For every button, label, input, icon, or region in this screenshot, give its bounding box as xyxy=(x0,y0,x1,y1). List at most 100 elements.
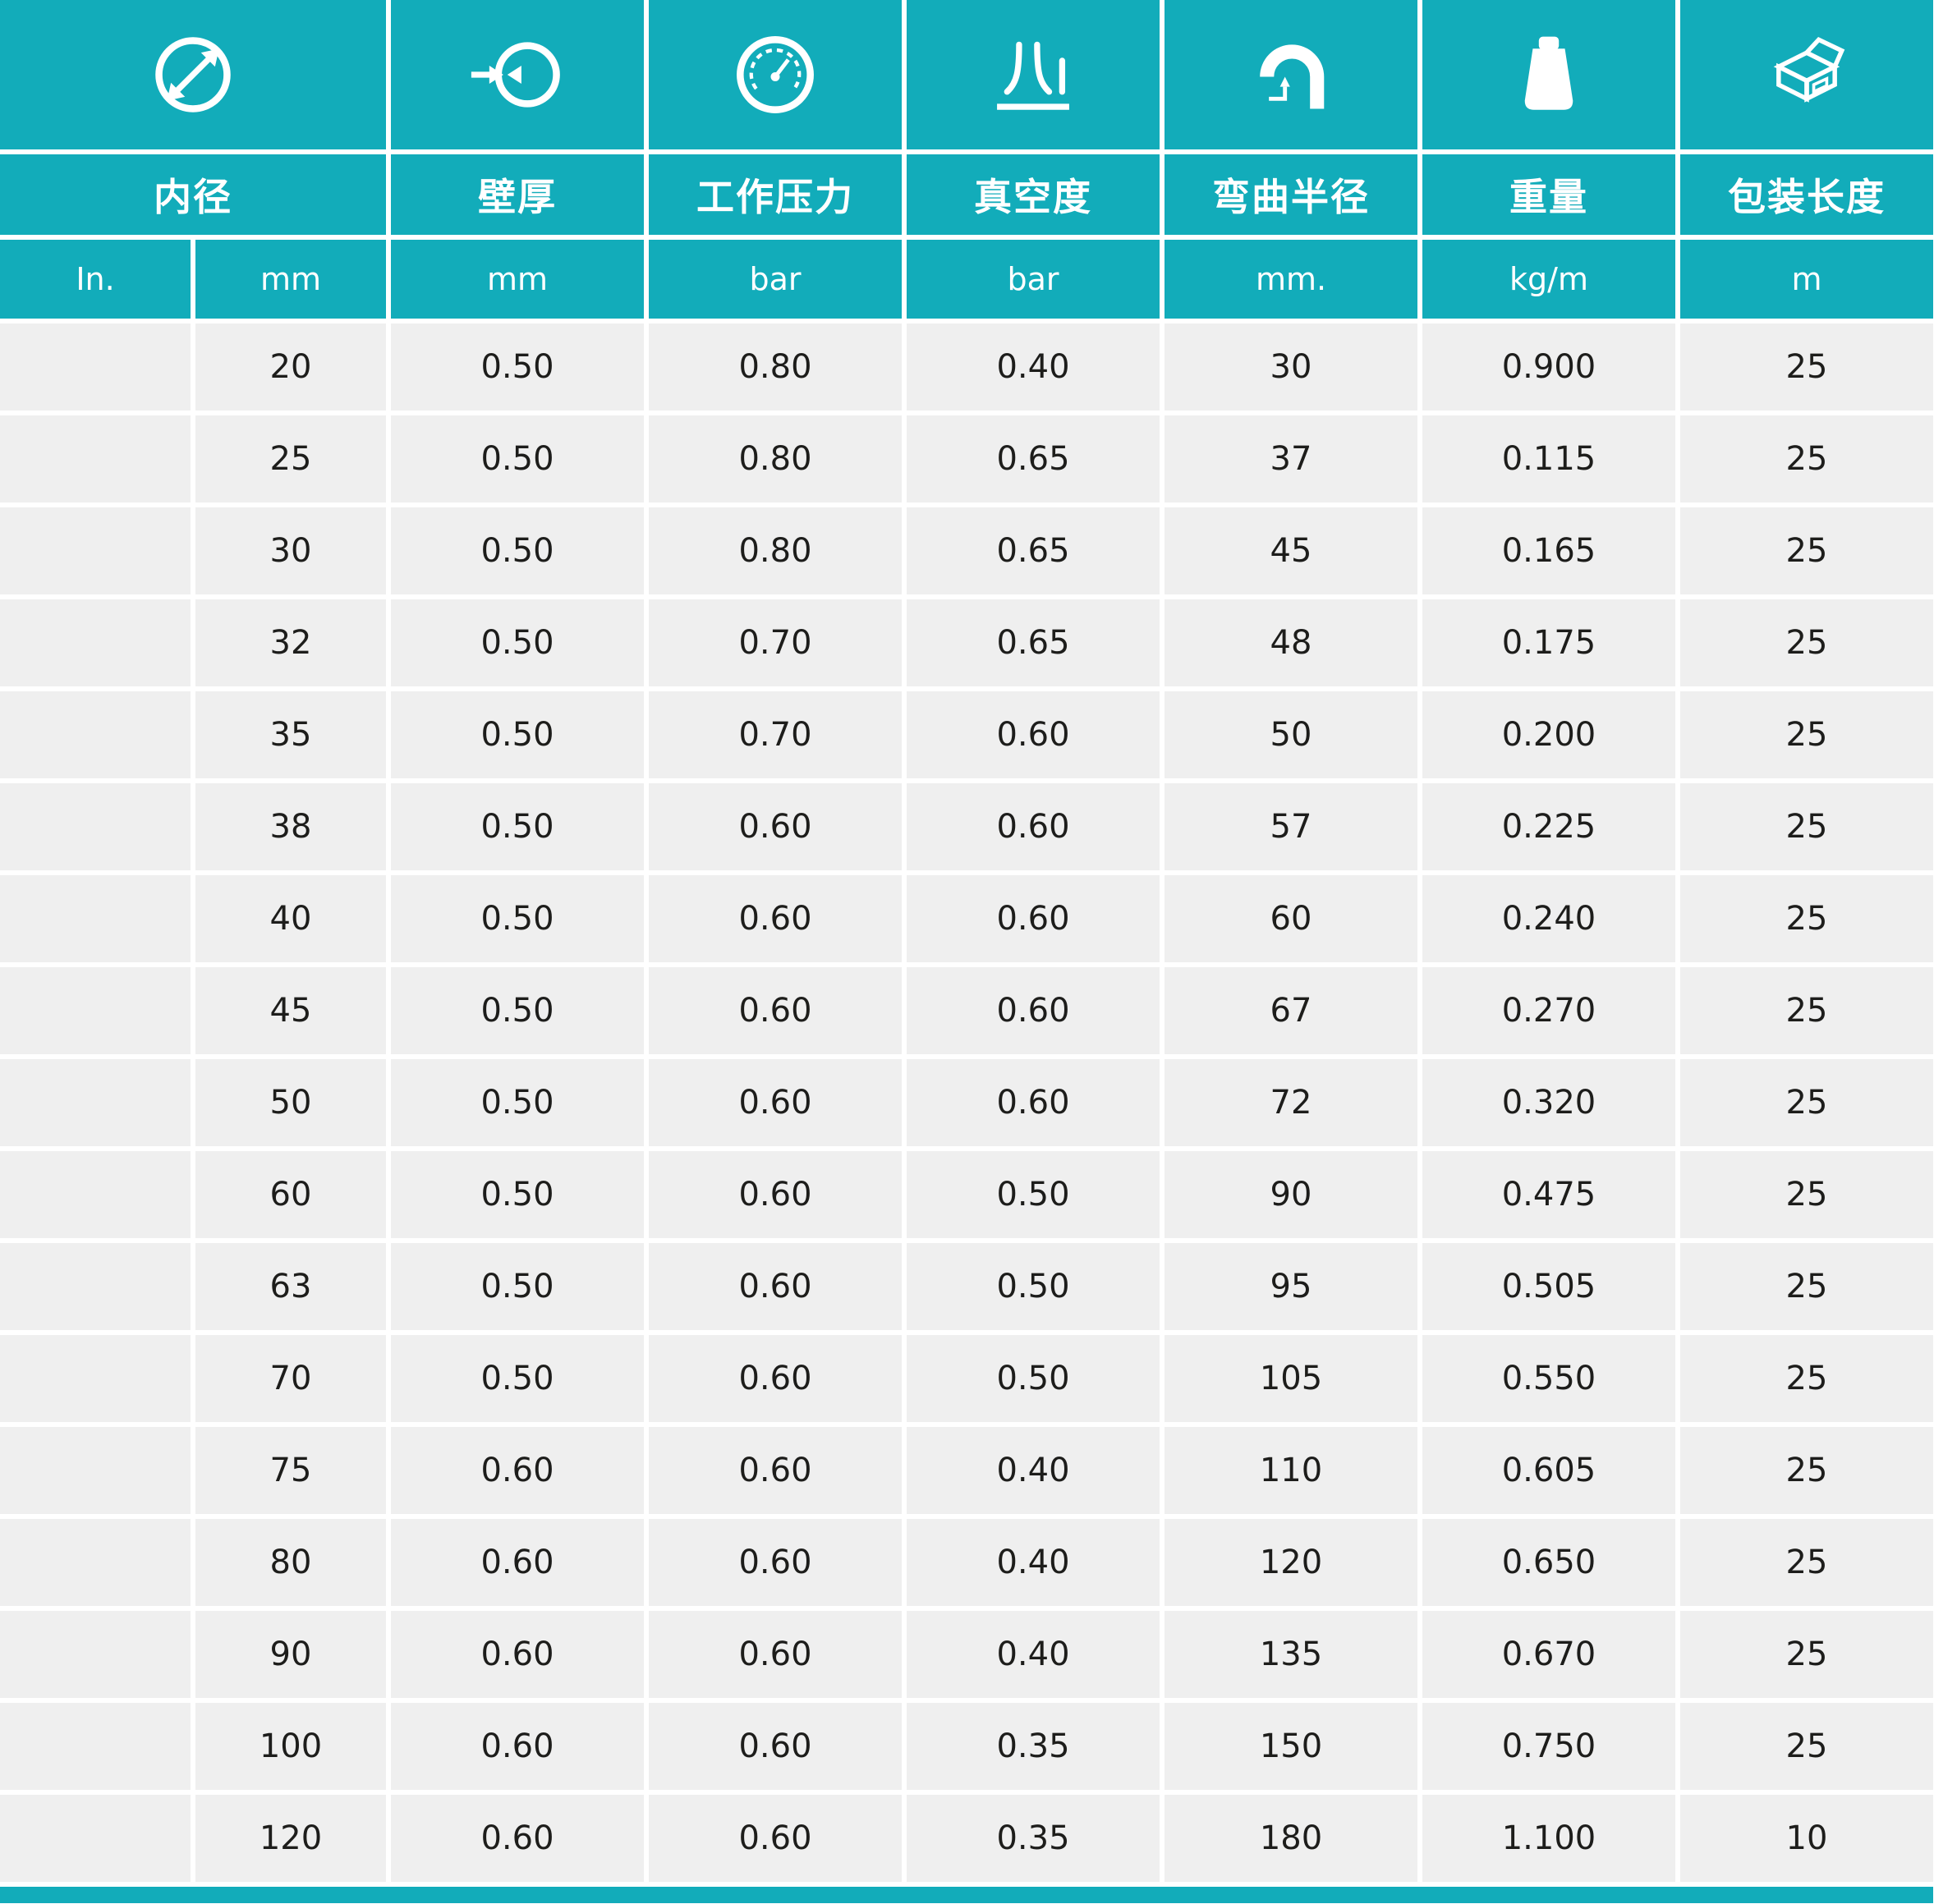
cell-id-mm-row9: 50 xyxy=(195,1059,386,1146)
cell-vacuum-row17: 0.35 xyxy=(907,1795,1160,1882)
cell-vacuum-row10: 0.50 xyxy=(907,1151,1160,1238)
cell-working-pressure-row6: 0.60 xyxy=(649,783,902,870)
cell-id-in-row5 xyxy=(0,691,191,778)
cell-vacuum-row9: 0.60 xyxy=(907,1059,1160,1146)
cell-wall-thickness-row12: 0.50 xyxy=(391,1335,644,1422)
cell-bend-radius-row10: 90 xyxy=(1165,1151,1417,1238)
cell-vacuum-row1: 0.40 xyxy=(907,323,1160,411)
cell-pack-length-row17: 10 xyxy=(1680,1795,1933,1882)
cell-wall-thickness-row2: 0.50 xyxy=(391,415,644,502)
cell-weight-row14: 0.650 xyxy=(1422,1519,1675,1606)
cell-id-in-row3 xyxy=(0,507,191,594)
bend-radius-icon xyxy=(1260,44,1325,109)
cell-vacuum-row2: 0.65 xyxy=(907,415,1160,502)
cell-weight-row12: 0.550 xyxy=(1422,1335,1675,1422)
inner-diameter-icon-cell xyxy=(0,0,386,149)
cell-pack-length-row13: 25 xyxy=(1680,1427,1933,1514)
cell-id-mm-row6: 38 xyxy=(195,783,386,870)
column-header-vacuum: 真空度 xyxy=(907,154,1160,235)
package-length-icon-cell xyxy=(1680,0,1933,149)
cell-pack-length-row14: 25 xyxy=(1680,1519,1933,1606)
cell-working-pressure-row5: 0.70 xyxy=(649,691,902,778)
bend-radius-icon-cell xyxy=(1165,0,1417,149)
cell-working-pressure-row4: 0.70 xyxy=(649,599,902,686)
vacuum-icon-cell xyxy=(907,0,1160,149)
cell-wall-thickness-row13: 0.60 xyxy=(391,1427,644,1514)
cell-vacuum-row15: 0.40 xyxy=(907,1611,1160,1698)
cell-working-pressure-row12: 0.60 xyxy=(649,1335,902,1422)
cell-id-mm-row4: 32 xyxy=(195,599,386,686)
cell-wall-thickness-row14: 0.60 xyxy=(391,1519,644,1606)
cell-id-mm-row3: 30 xyxy=(195,507,386,594)
cell-bend-radius-row15: 135 xyxy=(1165,1611,1417,1698)
cell-id-in-row9 xyxy=(0,1059,191,1146)
cell-wall-thickness-row4: 0.50 xyxy=(391,599,644,686)
cell-bend-radius-row11: 95 xyxy=(1165,1243,1417,1330)
cell-working-pressure-row14: 0.60 xyxy=(649,1519,902,1606)
cell-working-pressure-row2: 0.80 xyxy=(649,415,902,502)
cell-wall-thickness-row10: 0.50 xyxy=(391,1151,644,1238)
unit-in: In. xyxy=(0,240,191,319)
cell-id-in-row2 xyxy=(0,415,191,502)
cell-id-mm-row2: 25 xyxy=(195,415,386,502)
cell-weight-row11: 0.505 xyxy=(1422,1243,1675,1330)
cell-id-in-row15 xyxy=(0,1611,191,1698)
cell-weight-row4: 0.175 xyxy=(1422,599,1675,686)
cell-wall-thickness-row3: 0.50 xyxy=(391,507,644,594)
cell-working-pressure-row15: 0.60 xyxy=(649,1611,902,1698)
cell-id-mm-row15: 90 xyxy=(195,1611,386,1698)
cell-id-in-row16 xyxy=(0,1703,191,1790)
cell-bend-radius-row5: 50 xyxy=(1165,691,1417,778)
cell-pack-length-row3: 25 xyxy=(1680,507,1933,594)
cell-id-in-row12 xyxy=(0,1335,191,1422)
column-header-weight: 重量 xyxy=(1422,154,1675,235)
cell-working-pressure-row17: 0.60 xyxy=(649,1795,902,1882)
cell-weight-row3: 0.165 xyxy=(1422,507,1675,594)
cell-wall-thickness-row15: 0.60 xyxy=(391,1611,644,1698)
cell-working-pressure-row1: 0.80 xyxy=(649,323,902,411)
cell-working-pressure-row11: 0.60 xyxy=(649,1243,902,1330)
unit-kgm: kg/m xyxy=(1422,240,1675,319)
cell-id-mm-row10: 60 xyxy=(195,1151,386,1238)
cell-pack-length-row8: 25 xyxy=(1680,967,1933,1054)
unit-mm-wall: mm xyxy=(391,240,644,319)
cell-id-mm-row5: 35 xyxy=(195,691,386,778)
cell-bend-radius-row16: 150 xyxy=(1165,1703,1417,1790)
cell-id-mm-row17: 120 xyxy=(195,1795,386,1882)
cell-id-mm-row12: 70 xyxy=(195,1335,386,1422)
cell-weight-row16: 0.750 xyxy=(1422,1703,1675,1790)
cell-id-in-row4 xyxy=(0,599,191,686)
cell-pack-length-row10: 25 xyxy=(1680,1151,1933,1238)
cell-id-in-row7 xyxy=(0,875,191,962)
column-header-wall-thickness: 壁厚 xyxy=(391,154,644,235)
cell-pack-length-row16: 25 xyxy=(1680,1703,1933,1790)
cell-pack-length-row7: 25 xyxy=(1680,875,1933,962)
wall-thickness-icon-cell xyxy=(391,0,644,149)
cell-bend-radius-row1: 30 xyxy=(1165,323,1417,411)
cell-vacuum-row7: 0.60 xyxy=(907,875,1160,962)
wall-thickness-icon xyxy=(471,42,560,108)
cell-vacuum-row16: 0.35 xyxy=(907,1703,1160,1790)
cell-wall-thickness-row9: 0.50 xyxy=(391,1059,644,1146)
cell-bend-radius-row8: 67 xyxy=(1165,967,1417,1054)
cell-bend-radius-row13: 110 xyxy=(1165,1427,1417,1514)
cell-vacuum-row8: 0.60 xyxy=(907,967,1160,1054)
unit-bar-pressure: bar xyxy=(649,240,902,319)
cell-working-pressure-row16: 0.60 xyxy=(649,1703,902,1790)
cell-id-mm-row7: 40 xyxy=(195,875,386,962)
cell-working-pressure-row8: 0.60 xyxy=(649,967,902,1054)
cell-weight-row17: 1.100 xyxy=(1422,1795,1675,1882)
cell-vacuum-row12: 0.50 xyxy=(907,1335,1160,1422)
weight-icon xyxy=(1524,36,1573,110)
cell-bend-radius-row17: 180 xyxy=(1165,1795,1417,1882)
cell-id-mm-row11: 63 xyxy=(195,1243,386,1330)
cell-pack-length-row5: 25 xyxy=(1680,691,1933,778)
column-header-working-pressure: 工作压力 xyxy=(649,154,902,235)
cell-pack-length-row2: 25 xyxy=(1680,415,1933,502)
vacuum-icon xyxy=(997,41,1069,110)
cell-vacuum-row14: 0.40 xyxy=(907,1519,1160,1606)
cell-pack-length-row9: 25 xyxy=(1680,1059,1933,1146)
cell-id-in-row10 xyxy=(0,1151,191,1238)
column-header-pack-length: 包装长度 xyxy=(1680,154,1933,235)
